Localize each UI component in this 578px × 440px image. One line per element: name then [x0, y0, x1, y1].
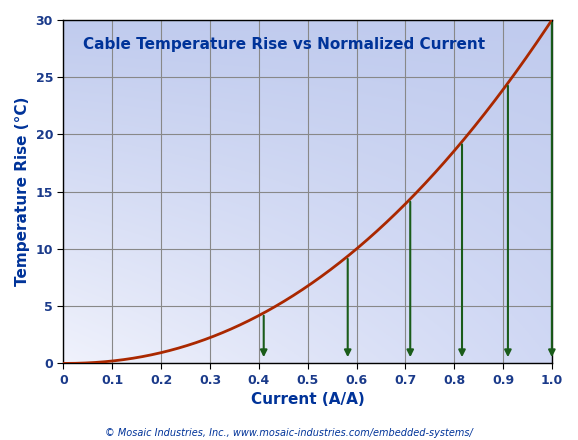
Y-axis label: Temperature Rise (°C): Temperature Rise (°C) [15, 97, 30, 286]
Text: © Mosaic Industries, Inc., www.mosaic-industries.com/embedded-systems/: © Mosaic Industries, Inc., www.mosaic-in… [105, 428, 473, 438]
X-axis label: Current (A/A): Current (A/A) [251, 392, 365, 407]
Text: Cable Temperature Rise vs Normalized Current: Cable Temperature Rise vs Normalized Cur… [83, 37, 485, 52]
